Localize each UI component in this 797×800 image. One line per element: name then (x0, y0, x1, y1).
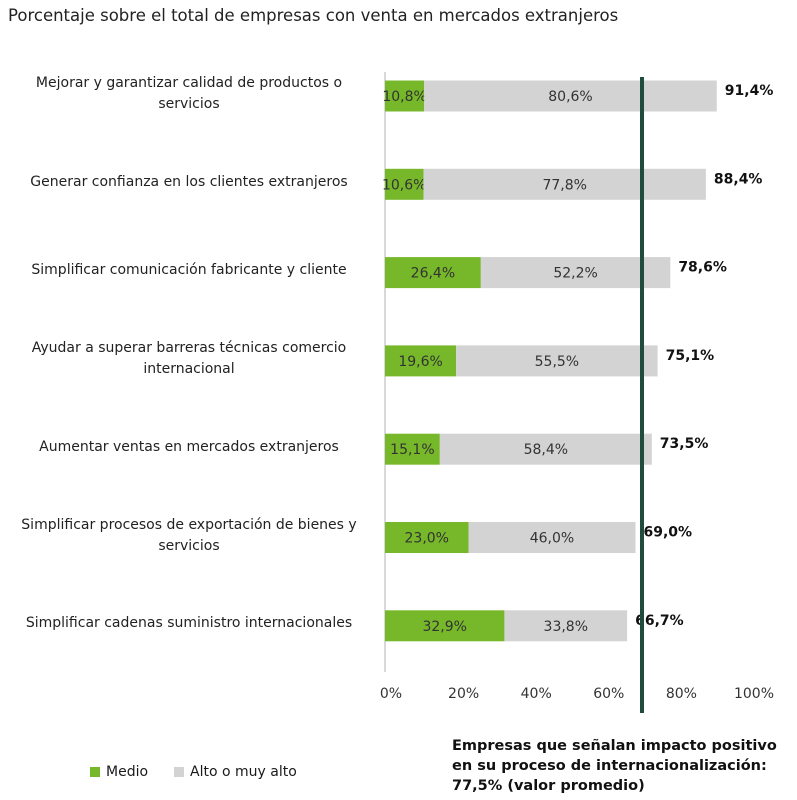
bar-alto (456, 345, 658, 377)
x-tick-label: 0% (380, 686, 402, 702)
category-label: Aumentar ventas en mercados extranjeros (39, 438, 339, 455)
legend-item-alto: Alto o muy alto (174, 764, 297, 780)
total-label: 69,0% (643, 525, 692, 541)
bar-medio (385, 433, 440, 465)
x-tick-label: 40% (521, 686, 552, 702)
bar-medio (385, 522, 469, 553)
bar-data-label: 55,5% (535, 354, 579, 370)
total-label: 66,7% (635, 613, 684, 629)
legend-label: Medio (106, 764, 149, 780)
bar-medio (385, 168, 424, 200)
x-tick-label: 60% (593, 686, 624, 702)
category-label: Simplificar procesos de exportación de b… (21, 516, 357, 554)
legend: Medio Alto o muy alto (90, 764, 297, 780)
chart-title: Porcentaje sobre el total de empresas co… (8, 6, 619, 25)
total-label: 75,1% (666, 348, 715, 364)
category-label: Mejorar y garantizar calidad de producto… (35, 75, 343, 112)
bar-data-label: 32,9% (422, 619, 466, 635)
category-label: Generar confianza en los clientes extran… (30, 173, 348, 190)
bar-data-label: 10,8% (382, 89, 426, 105)
bar-data-label: 19,6% (398, 354, 442, 370)
bar-alto (468, 522, 636, 553)
total-label: 73,5% (660, 436, 709, 452)
bar-data-label: 15,1% (390, 442, 434, 458)
bar-data-label: 10,6% (382, 177, 426, 193)
bar-data-label: 26,4% (411, 266, 455, 282)
category-label: Ayudar a superar barreras técnicas comer… (31, 339, 347, 377)
category-label: Simplificar cadenas suministro internaci… (25, 615, 353, 632)
bar-data-label: 77,8% (542, 177, 586, 193)
bar-data-label: 23,0% (405, 531, 449, 547)
total-label: 91,4% (725, 83, 774, 99)
reference-line-annotation: Empresas que señalan impacto positivo en… (452, 738, 777, 794)
bar-data-label: 33,8% (544, 619, 588, 635)
bar-medio (385, 257, 481, 289)
total-label: 78,6% (678, 260, 727, 276)
bar-medio (385, 610, 505, 642)
category-label: Simplificar comunicación fabricante y cl… (31, 262, 347, 279)
bar-data-label: 52,2% (553, 266, 597, 282)
bar-alto (480, 257, 671, 289)
bar-alto (423, 168, 706, 200)
legend-label: Alto o muy alto (190, 764, 297, 780)
legend-swatch-alto (174, 767, 185, 777)
bar-data-label: 46,0% (530, 531, 574, 547)
bar-medio (385, 345, 457, 377)
x-tick-label: 80% (666, 686, 697, 702)
bar-alto (424, 80, 717, 112)
x-tick-label: 20% (448, 686, 479, 702)
legend-swatch-medio (90, 767, 100, 777)
bar-data-label: 58,4% (524, 442, 568, 458)
legend-item-medio: Medio (90, 764, 148, 780)
total-label: 88,4% (714, 171, 763, 187)
x-tick-label: 100% (734, 686, 774, 702)
bar-alto (504, 610, 628, 642)
bar-medio (385, 80, 425, 112)
bar-alto (439, 433, 652, 465)
bar-data-label: 80,6% (548, 89, 592, 105)
